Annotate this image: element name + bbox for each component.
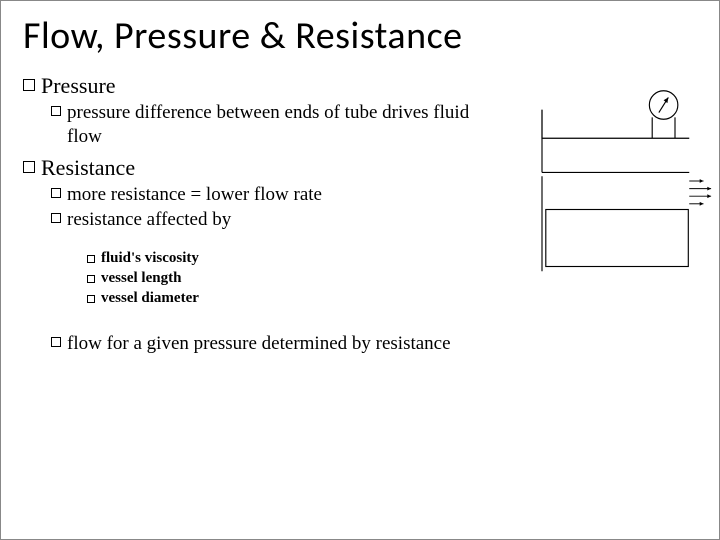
bullet-text: more resistance = lower flow rate xyxy=(67,183,322,207)
square-bullet-icon xyxy=(51,213,61,223)
bullet-affected-by: resistance affected by xyxy=(51,208,481,232)
sub-diameter: vessel diameter xyxy=(87,290,697,307)
bullet-flow-determined: flow for a given pressure determined by … xyxy=(51,332,481,356)
tube-diagram xyxy=(523,81,713,281)
heading-text: Resistance xyxy=(41,155,135,181)
square-bullet-icon xyxy=(51,106,61,116)
square-bullet-icon xyxy=(87,275,95,283)
bullet-pressure-diff: pressure difference between ends of tube… xyxy=(51,101,481,149)
bullet-text: pressure difference between ends of tube… xyxy=(67,101,481,149)
square-bullet-icon xyxy=(87,255,95,263)
square-bullet-icon xyxy=(23,79,35,91)
bullet-text: vessel diameter xyxy=(101,290,199,307)
square-bullet-icon xyxy=(51,337,61,347)
heading-text: Pressure xyxy=(41,73,116,99)
slide-title: Flow, Pressure & Resistance xyxy=(23,13,697,59)
bullet-text: vessel length xyxy=(101,270,181,287)
bullet-text: fluid's viscosity xyxy=(101,250,199,267)
bullet-text: flow for a given pressure determined by … xyxy=(67,332,451,356)
square-bullet-icon xyxy=(23,161,35,173)
square-bullet-icon xyxy=(87,295,95,303)
bullet-more-resistance: more resistance = lower flow rate xyxy=(51,183,481,207)
square-bullet-icon xyxy=(51,188,61,198)
slide-container: Flow, Pressure & Resistance Pressure pre… xyxy=(1,1,719,539)
bullet-text: resistance affected by xyxy=(67,208,231,232)
